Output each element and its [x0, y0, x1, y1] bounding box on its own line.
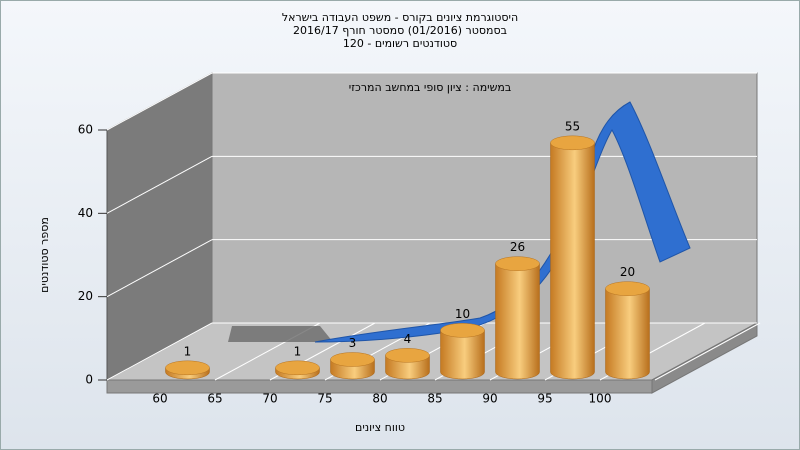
bar-top	[440, 323, 485, 338]
x-tick-label: 100	[589, 392, 612, 406]
bar-top	[165, 360, 210, 376]
data-label: 3	[349, 336, 357, 350]
y-tick-label: 60	[78, 123, 93, 137]
grid-line	[106, 72, 213, 131]
x-axis-title: טווח ציונים	[355, 421, 405, 434]
x-tick-label: 65	[207, 392, 222, 406]
data-label: 26	[510, 240, 525, 254]
bar-top	[330, 352, 375, 367]
bar-top	[385, 348, 430, 363]
chart-subtitle: 120 - סטודנטים רשומים	[343, 37, 457, 50]
x-tick-label: 60	[152, 392, 167, 406]
data-label: 4	[404, 332, 412, 346]
grid-line	[106, 155, 213, 214]
x-tick-label: 80	[372, 392, 387, 406]
bar	[550, 142, 595, 380]
bar	[605, 288, 650, 380]
x-tick-label: 75	[317, 392, 332, 406]
data-label: 10	[455, 307, 470, 321]
x-tick-label: 85	[427, 392, 442, 406]
x-tick-label: 70	[262, 392, 277, 406]
y-tick-label: 40	[78, 206, 93, 220]
bar-top	[495, 256, 540, 271]
bar-top	[550, 135, 595, 151]
data-label: 1	[294, 344, 302, 358]
bar	[495, 263, 540, 380]
bar-top	[605, 281, 650, 296]
bar	[440, 330, 485, 380]
data-label: 20	[620, 265, 635, 279]
y-tick-label: 20	[78, 289, 93, 303]
grid-line	[106, 322, 213, 381]
y-axis-title: מספר סטודנטים	[38, 217, 51, 293]
bar-top	[275, 360, 320, 376]
chart-subtitle: בסמסטר (01/2016) סמסטר חורף 2016/17	[293, 24, 507, 37]
y-tick-label: 0	[85, 373, 93, 387]
floor-grid-line	[654, 322, 761, 381]
data-label: 1	[184, 344, 192, 358]
chart-title: היסטוגרמת ציונים בקורס - משפט העבודה ביש…	[282, 11, 518, 24]
data-label: 55	[565, 119, 580, 133]
x-tick-label: 95	[537, 392, 552, 406]
grid-line	[106, 239, 213, 298]
x-tick-label: 90	[482, 392, 497, 406]
annotation: במשימה : ציון סופי במחשב המרכזי	[349, 81, 512, 94]
